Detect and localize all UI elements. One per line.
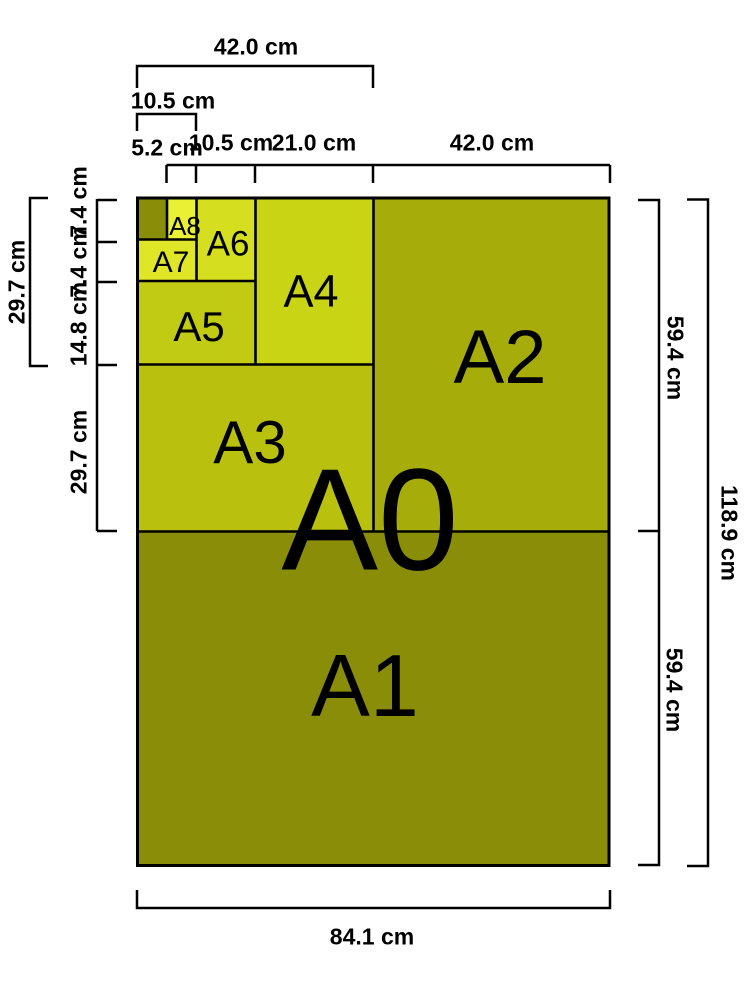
dim-right-118-9cm: 118.9 cm — [716, 485, 743, 581]
a8-label: A8 — [169, 211, 201, 241]
a6-label: A6 — [206, 224, 250, 264]
dim-left-14-8cm: 14.8 cm — [65, 281, 92, 367]
a0-label: A0 — [281, 438, 459, 601]
a7-label: A7 — [152, 246, 190, 279]
a9-remainder-region — [137, 197, 168, 240]
dim-right-59-4cm-top: 59.4 cm — [662, 315, 689, 401]
a3-label: A3 — [213, 409, 287, 476]
dim-left-29-7cm: 29.7 cm — [65, 409, 92, 495]
a5-label: A5 — [173, 303, 225, 350]
dim-top-42-0cm: 42.0 cm — [449, 129, 535, 156]
a1-label: A1 — [311, 636, 419, 735]
dim-top-10-5cm-upper: 10.5 cm — [130, 87, 216, 114]
dim-right-59-4cm-bottom: 59.4 cm — [661, 647, 688, 733]
dim-left-29-7cm-outer: 29.7 cm — [3, 239, 30, 325]
a2-label: A2 — [453, 315, 547, 400]
a4-label: A4 — [283, 265, 339, 317]
dim-top-5-2cm: 5.2 cm — [131, 134, 203, 161]
dim-top-42cm-upper: 42.0 cm — [213, 33, 299, 60]
dim-top-10-5cm: 10.5 cm — [188, 129, 274, 156]
dim-bottom-84-1cm: 84.1 cm — [329, 923, 415, 950]
dim-top-21-0cm: 21.0 cm — [271, 129, 357, 156]
